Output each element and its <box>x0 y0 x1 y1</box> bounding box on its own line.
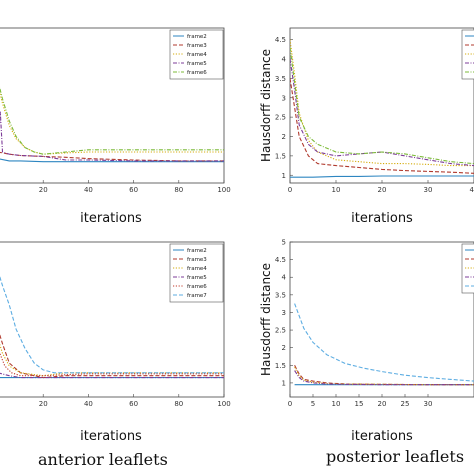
x-tick-label: 40 <box>84 400 93 408</box>
y-tick-label: 5 <box>282 239 286 247</box>
legend-label: frame2 <box>187 248 207 254</box>
x-tick-label: 40 <box>470 186 474 194</box>
y-tick-label: 2.5 <box>275 327 286 335</box>
y-tick-label: 1 <box>282 379 286 387</box>
series-line-series3 <box>294 366 474 386</box>
series-line-frame6 <box>0 86 224 155</box>
caption-posterior-leaflets: posterior leaflets <box>326 447 464 466</box>
x-axis-label: iterations <box>80 429 142 444</box>
x-tick-label: 40 <box>84 186 93 194</box>
y-tick-label: 3.5 <box>275 291 286 299</box>
y-tick-label: 1.5 <box>275 362 286 370</box>
legend-label: frame6 <box>187 70 207 76</box>
panel-top-left: 020406080100iterationsframe2frame3frame4… <box>0 27 231 226</box>
y-tick-label: 2.5 <box>275 114 286 122</box>
y-tick-label: 3 <box>282 94 286 102</box>
y-tick-label: 3 <box>282 309 286 317</box>
legend-label: frame5 <box>187 275 207 281</box>
x-tick-label: 15 <box>355 400 364 408</box>
legend-label: frame3 <box>187 257 207 263</box>
y-tick-label: 3.5 <box>275 75 286 83</box>
series-group <box>294 303 474 386</box>
legend-label: frame2 <box>187 34 207 40</box>
y-tick-label: 4.5 <box>275 36 286 44</box>
x-tick-label: 25 <box>401 400 410 408</box>
legend-box <box>169 243 224 303</box>
y-tick-label: 2 <box>282 344 286 352</box>
x-tick-label: 10 <box>332 400 341 408</box>
legend-label: frame5 <box>187 61 207 67</box>
x-tick-label: 30 <box>424 400 433 408</box>
plot-area-frame <box>0 27 225 184</box>
x-tick-label: 60 <box>129 400 138 408</box>
legend-label: frame4 <box>187 52 207 58</box>
series-line-series5 <box>290 47 474 165</box>
x-tick-label: 100 <box>217 400 230 408</box>
series-group <box>0 275 224 379</box>
panel-bottom-left: 020406080100iterationsframe2frame3frame4… <box>0 241 231 444</box>
series-group <box>0 86 224 163</box>
plot-area-frame <box>289 241 474 398</box>
y-tick-label: 1 <box>282 172 286 180</box>
series-line-frame3 <box>0 333 224 379</box>
x-tick-label: 100 <box>217 186 230 194</box>
x-tick-label: 80 <box>174 400 183 408</box>
legend-label: frame3 <box>187 43 207 49</box>
caption-anterior-leaflets: anterior leaflets <box>38 450 168 469</box>
plot-area-frame <box>0 241 225 398</box>
y-tick-label: 2 <box>282 133 286 141</box>
series-line-frame4 <box>0 343 224 377</box>
y-tick-label: 1.5 <box>275 152 286 160</box>
plot-area-frame <box>289 27 474 184</box>
series-line-series4 <box>290 58 474 167</box>
x-tick-label: 80 <box>174 186 183 194</box>
x-tick-label: 20 <box>378 400 387 408</box>
panel-top-right: 0 10 20 30 40 1 1.5 2 2.5 3 3.5 4 4.5 iterations Hausd… <box>259 27 474 226</box>
x-tick-label: 0 <box>288 186 292 194</box>
x-axis-label: iterations <box>351 211 413 226</box>
panel-bottom-right: 0 5 10 15 20 25 30 1 1.5 2 2.5 3 3.5 4 4.5 5 iterations H… <box>259 239 474 444</box>
series-line-frame5 <box>0 372 224 379</box>
y-tick-label: 4.5 <box>275 256 286 264</box>
x-tick-label: 20 <box>378 186 387 194</box>
x-tick-label: 20 <box>39 186 48 194</box>
x-axis-label: iterations <box>80 211 142 226</box>
legend-box <box>169 29 224 80</box>
series-line-frame2 <box>0 158 224 163</box>
series-line-frame7 <box>0 275 224 374</box>
legend-label: frame4 <box>187 266 207 272</box>
y-axis-label: Hausdorff distance <box>259 49 273 162</box>
x-tick-label: 10 <box>332 186 341 194</box>
x-tick-label: 20 <box>39 400 48 408</box>
series-line-series2 <box>294 365 474 386</box>
legend-label: frame6 <box>187 284 207 290</box>
x-tick-label: 60 <box>129 186 138 194</box>
series-line-frame4 <box>0 91 224 155</box>
x-axis-label: iterations <box>351 429 413 444</box>
x-tick-label: 5 <box>311 400 315 408</box>
series-line-series1 <box>290 175 474 178</box>
x-tick-label: 0 <box>288 400 292 408</box>
y-tick-label: 4 <box>282 274 287 282</box>
series-group <box>290 39 474 178</box>
series-line-series4 <box>294 370 474 386</box>
x-tick-label: 30 <box>424 186 433 194</box>
series-line-series2 <box>290 78 474 174</box>
y-tick-label: 4 <box>282 56 287 64</box>
series-line-series5 <box>294 303 474 382</box>
series-line-frame5 <box>0 111 224 162</box>
y-axis-label: Hausdorff distance <box>259 263 273 376</box>
series-line-series3 <box>290 39 474 167</box>
legend-label: frame7 <box>187 293 207 299</box>
